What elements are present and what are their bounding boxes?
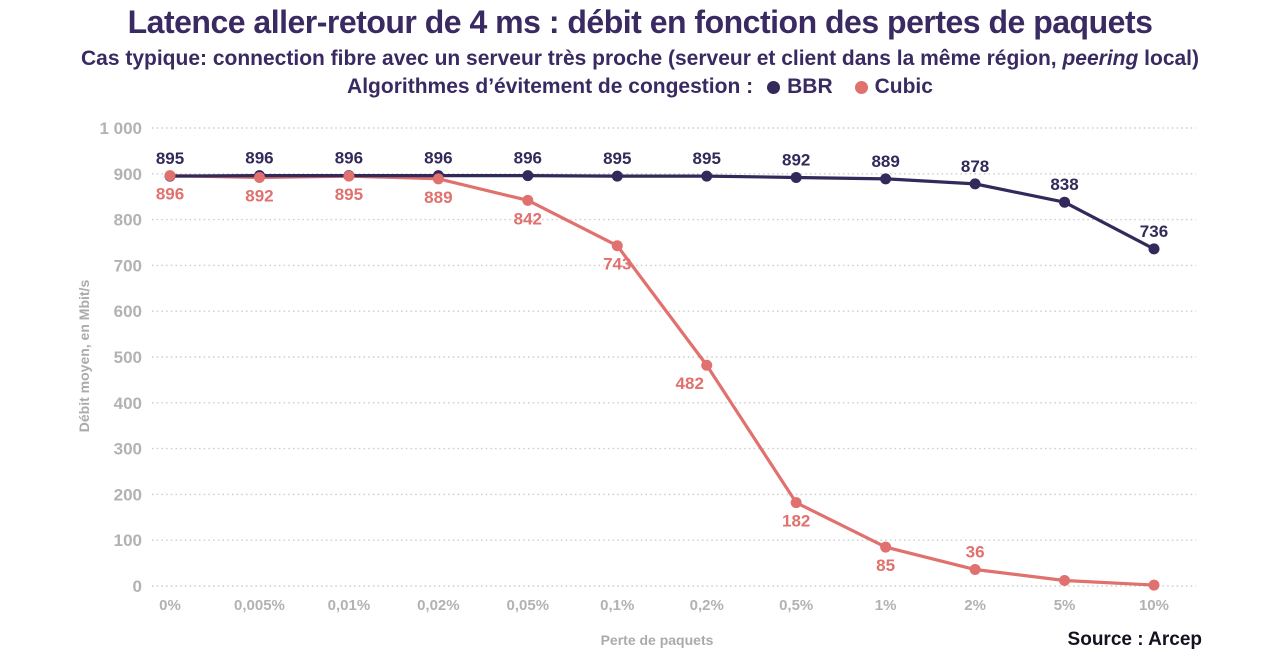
data-point-bbr [790, 171, 802, 183]
subtitle-text: Cas typique: connection fibre avec un se… [80, 47, 1063, 70]
data-label-bbr: 896 [335, 149, 363, 168]
y-tick-label: 200 [114, 485, 142, 504]
series-line-cubic [169, 174, 1155, 587]
x-tick-label: 0,02% [417, 597, 460, 614]
y-axis-title: Débit moyen, en Mbit/s [76, 280, 92, 433]
data-label-bbr: 895 [603, 149, 631, 168]
data-point-cubic [701, 359, 713, 371]
data-point-cubic [343, 170, 355, 182]
y-tick-label: 0 [133, 577, 142, 596]
data-label-bbr: 895 [693, 149, 721, 168]
x-tick-label: 0,01% [328, 597, 371, 614]
data-point-bbr [1059, 196, 1071, 208]
x-tick-label: 0,1% [600, 597, 634, 614]
legend-label: Algorithmes d’évitement de congestion : [347, 75, 754, 98]
data-label-cubic: 182 [782, 512, 810, 531]
data-point-bbr [969, 178, 981, 190]
data-point-cubic [790, 497, 802, 509]
y-tick-label: 600 [114, 302, 142, 321]
data-label-bbr: 896 [424, 149, 452, 168]
data-label-cubic: 36 [966, 543, 985, 562]
cubic-legend-dot-icon [854, 81, 868, 94]
series-line-bbr [169, 174, 1155, 251]
data-point-bbr [611, 170, 623, 182]
data-label-cubic: 892 [245, 186, 273, 205]
data-label-bbr: 838 [1050, 175, 1078, 194]
data-label-bbr: 896 [514, 149, 542, 168]
y-tick-label: 100 [114, 531, 142, 550]
data-point-cubic [522, 194, 534, 206]
legend-item-bbr: BBR [787, 75, 833, 98]
y-tick-label: 500 [114, 348, 142, 367]
x-tick-label: 0,005% [234, 597, 285, 614]
x-tick-label: 5% [1054, 597, 1076, 614]
x-tick-label: 1% [875, 597, 897, 614]
data-point-cubic [1059, 575, 1071, 587]
x-tick-label: 10% [1139, 597, 1169, 614]
x-tick-label: 0,05% [507, 597, 550, 614]
data-point-bbr [880, 173, 892, 185]
source-credit: Source : Arcep [1067, 629, 1202, 650]
x-tick-label: 2% [964, 597, 986, 614]
x-tick-label: 0% [159, 597, 181, 614]
data-point-cubic [611, 240, 623, 252]
x-tick-label: 0,5% [779, 597, 813, 614]
data-label-bbr: 896 [245, 149, 273, 168]
data-label-cubic: 85 [876, 556, 895, 575]
data-point-bbr [522, 170, 534, 182]
data-point-cubic [164, 170, 176, 182]
y-tick-label: 800 [114, 211, 142, 230]
y-tick-label: 1 000 [99, 119, 142, 138]
y-tick-label: 900 [114, 165, 142, 184]
data-label-cubic: 482 [676, 374, 704, 393]
data-label-cubic: 889 [424, 188, 452, 207]
subtitle-text-end: local) [1138, 47, 1200, 70]
data-point-bbr [1148, 243, 1160, 255]
data-point-cubic [1148, 579, 1160, 591]
line-chart: 0 100 200 300 400 500 600 700 800 900 1 000 0% 0,005… [76, 119, 1196, 648]
chart-subtitle: Cas typique: connection fibre avec un se… [0, 46, 1280, 72]
data-label-cubic: 896 [156, 185, 184, 204]
data-label-bbr: 889 [871, 152, 899, 171]
y-tick-label: 700 [114, 256, 142, 275]
x-axis-title: Perte de paquets [601, 632, 714, 648]
y-tick-label: 300 [114, 440, 142, 459]
y-tick-label: 400 [114, 394, 142, 413]
data-point-cubic [253, 171, 265, 183]
subtitle-italic-word: peering [1062, 47, 1139, 70]
page-title: Latence aller-retour de 4 ms : débit en … [127, 4, 1153, 40]
data-label-cubic: 895 [335, 185, 363, 204]
data-label-bbr: 736 [1140, 222, 1168, 241]
legend-item-cubic: Cubic [874, 75, 933, 98]
data-point-cubic [432, 173, 444, 185]
chart-legend: Algorithmes d’évitement de congestion : B… [0, 74, 1280, 100]
data-label-bbr: 878 [961, 157, 989, 176]
data-label-bbr: 892 [782, 150, 810, 169]
bbr-legend-dot-icon [767, 81, 781, 94]
data-label-cubic: 743 [603, 255, 631, 274]
data-point-cubic [880, 541, 892, 553]
data-point-cubic [969, 564, 981, 576]
data-label-bbr: 895 [156, 149, 184, 168]
data-label-cubic: 842 [514, 209, 542, 228]
data-point-bbr [701, 170, 713, 182]
x-tick-label: 0,2% [690, 597, 724, 614]
